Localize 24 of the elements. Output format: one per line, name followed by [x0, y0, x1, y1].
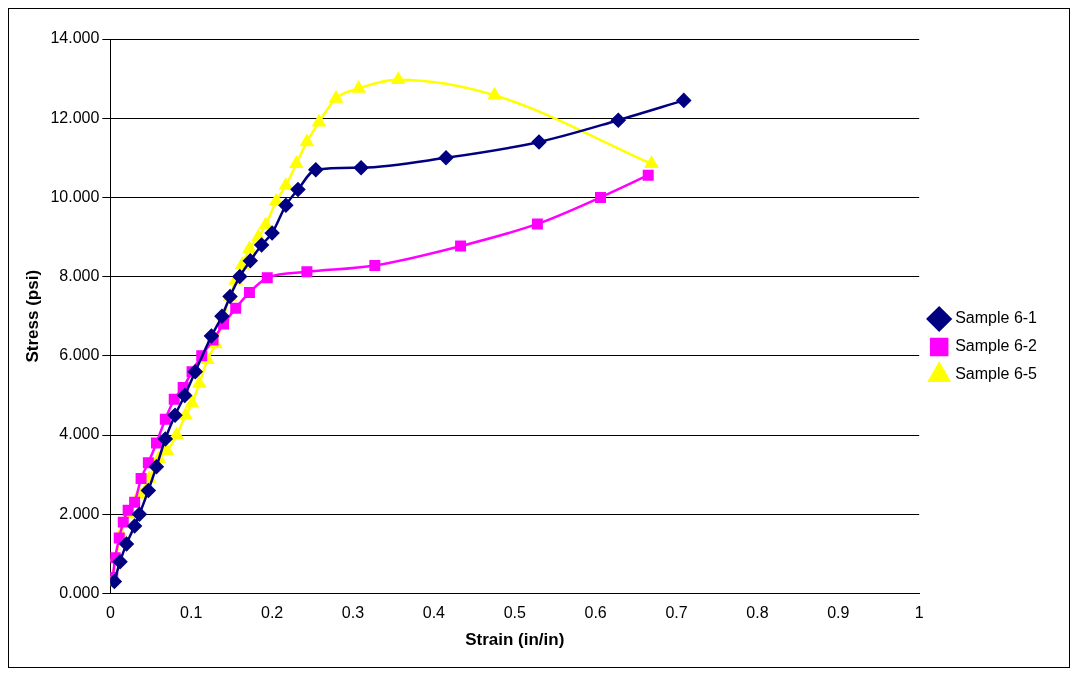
- x-tick-label: 0.6: [584, 604, 607, 622]
- y-tick-label: 2.000: [59, 504, 100, 522]
- x-tick-label: 1: [914, 604, 924, 622]
- legend-label: Sample 6-2: [955, 337, 1038, 355]
- y-tick-label: 6.000: [59, 346, 100, 364]
- x-tick-label: 0.2: [260, 604, 284, 622]
- x-tick-label: 0.7: [665, 604, 688, 622]
- x-tick-label: 0.5: [503, 604, 526, 622]
- x-tick-label: 0.9: [827, 604, 850, 622]
- x-tick-label: 0.4: [422, 604, 446, 622]
- x-axis-title: Strain (in/in): [465, 630, 565, 650]
- y-tick-label: 8.000: [59, 267, 100, 285]
- legend-label: Sample 6-1: [955, 309, 1038, 327]
- y-tick-label: 4.000: [59, 425, 100, 443]
- y-tick-label: 10.000: [50, 187, 100, 205]
- x-tick-label: 0.3: [341, 604, 365, 622]
- x-tick-label: 0: [105, 604, 115, 622]
- x-tick-label: 0.1: [180, 604, 203, 622]
- legend-label: Sample 6-5: [955, 365, 1038, 383]
- y-tick-label: 12.000: [50, 108, 100, 126]
- y-tick-label: 14.000: [50, 29, 100, 47]
- y-axis-title: Stress (psi): [22, 269, 42, 363]
- y-tick-label: 0.000: [59, 583, 100, 601]
- x-tick-label: 0.8: [746, 604, 769, 622]
